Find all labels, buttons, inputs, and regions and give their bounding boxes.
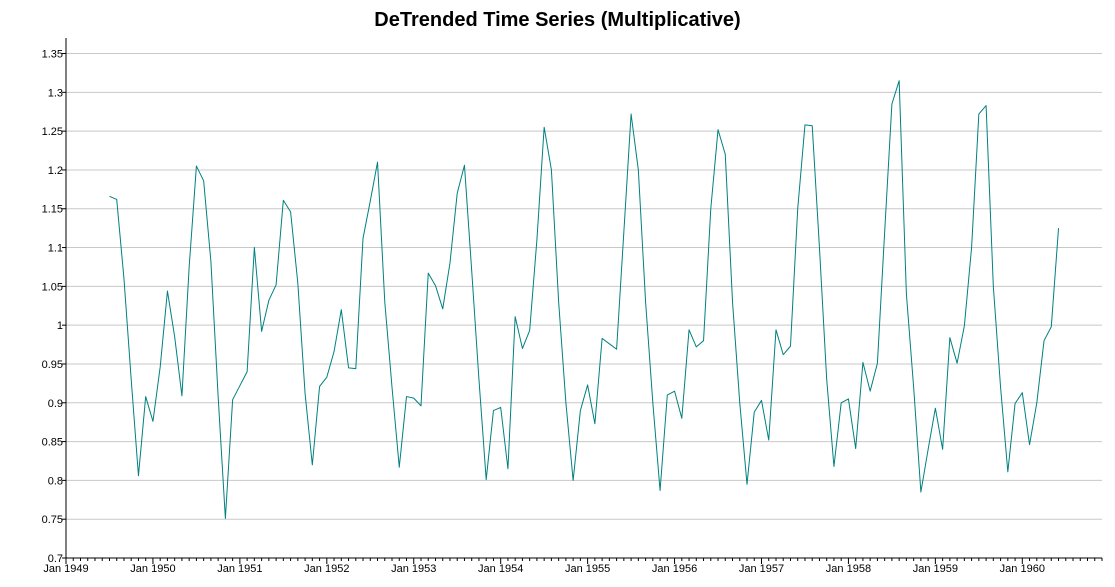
- x-tick-label: Jan 1952: [304, 563, 349, 575]
- series-layer: [109, 80, 1060, 519]
- x-axis-ticks: Jan 1949 Jan 1950 Jan 1951 Jan 1952 Jan 1953…: [43, 558, 1103, 575]
- y-tick-label: 1.35: [42, 49, 63, 61]
- y-tick-label: 0.7: [48, 553, 63, 565]
- series-line: [109, 80, 1060, 519]
- x-tick-label: Jan 1956: [652, 563, 697, 575]
- x-tick-label: Jan 1959: [913, 563, 958, 575]
- y-tick-label: 0.85: [42, 437, 63, 449]
- y-tick-label: 0.9: [48, 398, 63, 410]
- y-tick-label: 1: [57, 320, 63, 332]
- y-tick-label: 0.75: [42, 514, 63, 526]
- y-tick-label: 1.3: [48, 87, 63, 99]
- x-tick-label: Jan 1953: [391, 563, 436, 575]
- y-tick-label: 1.1: [48, 243, 63, 255]
- x-tick-label: Jan 1949: [43, 563, 88, 575]
- y-tick-label: 0.8: [48, 475, 63, 487]
- y-tick-label: 0.95: [42, 359, 63, 371]
- x-tick-label: Jan 1950: [130, 563, 175, 575]
- grid-lines: [66, 53, 1102, 559]
- y-tick-label: 1.25: [42, 126, 63, 138]
- x-tick-label: Jan 1960: [1000, 563, 1045, 575]
- y-tick-label: 1.05: [42, 281, 63, 293]
- y-axis-ticks: 0.7 0.75 0.8 0.85 0.9 0.95 1 1.05 1.1 1.15 1.2 1.25…: [42, 49, 66, 565]
- y-tick-label: 1.15: [42, 204, 63, 216]
- axes: [65, 38, 1102, 559]
- x-tick-label: Jan 1957: [739, 563, 784, 575]
- y-tick-label: 1.2: [48, 165, 63, 177]
- chart-title: DeTrended Time Series (Multiplicative): [374, 9, 741, 31]
- x-tick-label: Jan 1951: [217, 563, 262, 575]
- x-tick-label: Jan 1955: [565, 563, 610, 575]
- x-tick-label: Jan 1958: [826, 563, 871, 575]
- x-tick-label: Jan 1954: [478, 563, 523, 575]
